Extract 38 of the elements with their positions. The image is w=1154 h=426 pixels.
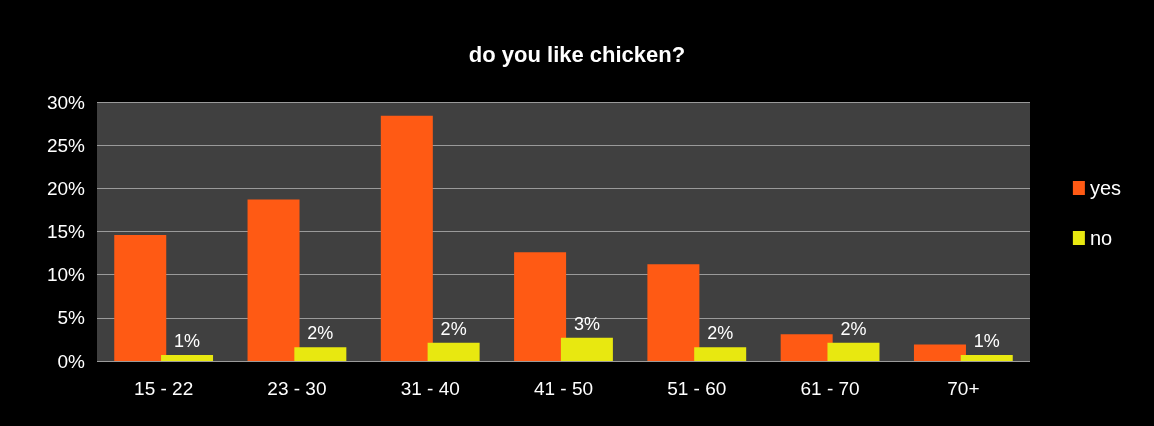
y-tick-label: 5%	[57, 307, 86, 329]
data-label: 2%	[840, 318, 867, 339]
bar	[294, 347, 347, 361]
bar	[560, 337, 613, 361]
legend-label: no	[1089, 227, 1113, 249]
bar	[427, 342, 480, 361]
x-tick-label: 15 - 22	[134, 378, 194, 399]
bar	[827, 342, 880, 361]
bar	[647, 264, 700, 361]
data-label: 3%	[573, 313, 600, 334]
data-label: 1%	[973, 330, 1000, 351]
y-tick-label: 25%	[46, 134, 86, 156]
y-tick-label: 20%	[46, 177, 86, 199]
bar	[247, 199, 300, 361]
x-tick-label: 70+	[947, 378, 980, 399]
bar	[780, 334, 833, 361]
x-tick-label: 41 - 50	[533, 378, 594, 399]
x-tick-label: 51 - 60	[667, 378, 727, 399]
bar	[514, 252, 567, 361]
bar	[114, 234, 167, 361]
x-tick-label: 31 - 40	[400, 378, 460, 399]
bar	[694, 347, 747, 361]
y-tick-label: 15%	[46, 221, 86, 242]
bar	[960, 354, 1013, 361]
y-tick-label: 0%	[57, 350, 86, 372]
data-label: 2%	[307, 323, 334, 344]
x-tick-label: 61 - 70	[800, 378, 860, 399]
bar	[161, 354, 214, 361]
chart-title: do you like chicken?	[468, 41, 686, 67]
data-label: 1%	[174, 330, 201, 351]
legend-label: yes	[1089, 177, 1121, 199]
x-tick-label: 23 - 30	[267, 378, 327, 399]
data-label: 2%	[707, 323, 734, 344]
bar	[380, 115, 433, 361]
y-tick-label: 30%	[46, 91, 86, 113]
bar	[913, 344, 966, 361]
data-label: 2%	[440, 318, 467, 339]
y-tick-label: 10%	[46, 264, 86, 286]
